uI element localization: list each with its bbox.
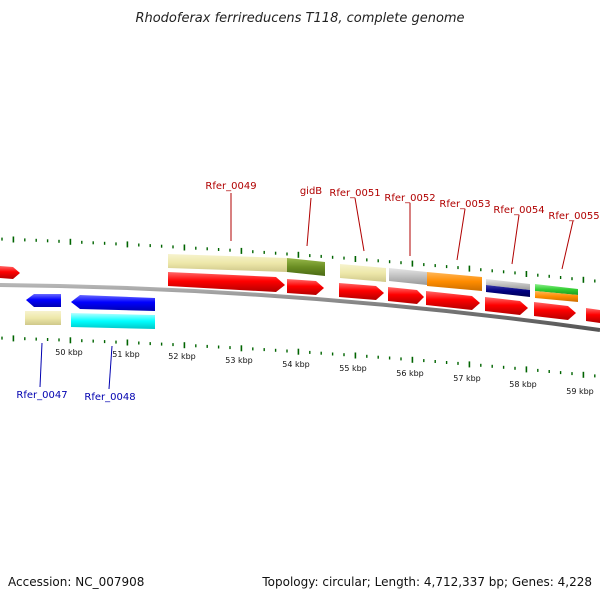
gene-arrow[interactable] <box>485 297 528 315</box>
axis-label: 55 kbp <box>339 364 367 373</box>
axis-label: 54 kbp <box>282 360 310 369</box>
gene-arrow[interactable] <box>426 291 480 310</box>
upper-gene-arrows <box>0 266 600 323</box>
gene-bar-khaki[interactable] <box>168 254 287 272</box>
axis-label: 57 kbp <box>453 374 481 383</box>
gene-label[interactable]: Rfer_0047 <box>16 390 67 401</box>
gene-bar-khaki[interactable] <box>25 311 61 325</box>
inner-tick-row <box>1 335 596 378</box>
axis-label: 50 kbp <box>55 348 83 357</box>
label-connector <box>354 197 365 252</box>
gene-bar-orange[interactable] <box>535 291 578 302</box>
label-connector <box>511 214 520 265</box>
outer-tick-row <box>1 236 596 283</box>
gene-bar-khaki[interactable] <box>340 264 386 282</box>
label-connector <box>561 220 574 270</box>
axis-label: 56 kbp <box>396 369 424 378</box>
gene-arrow[interactable] <box>0 266 20 279</box>
map-title: Rhodoferax ferrireducens T118, complete … <box>135 11 464 26</box>
gene-bar-green[interactable] <box>535 284 578 295</box>
gene-label[interactable]: Rfer_0053 <box>439 199 490 210</box>
axis-label: 52 kbp <box>168 352 196 361</box>
label-connector <box>108 345 113 390</box>
gene-bar-orange[interactable] <box>427 272 482 291</box>
gene-arrow[interactable] <box>534 302 576 320</box>
gene-bar-olive[interactable] <box>287 258 325 276</box>
gene-arrow[interactable] <box>586 308 600 323</box>
gene-label[interactable]: Rfer_0052 <box>384 193 435 204</box>
gene-bar-cyan[interactable] <box>71 313 155 329</box>
gene-arrow[interactable] <box>339 283 384 300</box>
gene-arrow[interactable] <box>388 287 424 304</box>
gene-bar-silver[interactable] <box>486 279 530 290</box>
axis-labels: 50 kbp 51 kbp 52 kbp 53 kbp 54 kbp 55 kb… <box>55 348 594 396</box>
axis-label: 59 kbp <box>566 387 594 396</box>
label-connector <box>306 197 312 247</box>
gene-arrow[interactable] <box>168 272 285 292</box>
top-gene-labels: Rfer_0049 gidB Rfer_0051 Rfer_0052 Rfer_… <box>205 181 600 270</box>
gene-bar-navy[interactable] <box>486 285 530 297</box>
gene-arrow-reverse[interactable] <box>26 294 61 307</box>
gene-arrow[interactable] <box>287 279 324 295</box>
axis-label: 53 kbp <box>225 356 253 365</box>
summary-text: Topology: circular; Length: 4,712,337 bp… <box>261 575 592 589</box>
gene-label[interactable]: Rfer_0054 <box>493 205 544 216</box>
genome-backbone <box>0 283 600 332</box>
axis-label: 51 kbp <box>112 350 140 359</box>
gene-bar-silver[interactable] <box>389 268 427 285</box>
gene-label[interactable]: Rfer_0049 <box>205 181 256 192</box>
gene-label[interactable]: gidB <box>300 186 322 197</box>
gene-label[interactable]: Rfer_0055 <box>548 211 599 222</box>
label-connector <box>39 342 43 388</box>
axis-label: 58 kbp <box>509 380 537 389</box>
upper-colored-bars <box>168 254 578 302</box>
label-connector <box>456 208 466 261</box>
bottom-gene-labels: Rfer_0047 Rfer_0048 <box>16 342 136 403</box>
gene-arrow-reverse[interactable] <box>71 295 155 311</box>
lower-gene-features <box>25 294 155 329</box>
accession-text: Accession: NC_007908 <box>8 575 144 589</box>
gene-label[interactable]: Rfer_0048 <box>84 392 135 403</box>
gene-label[interactable]: Rfer_0051 <box>329 188 380 199</box>
